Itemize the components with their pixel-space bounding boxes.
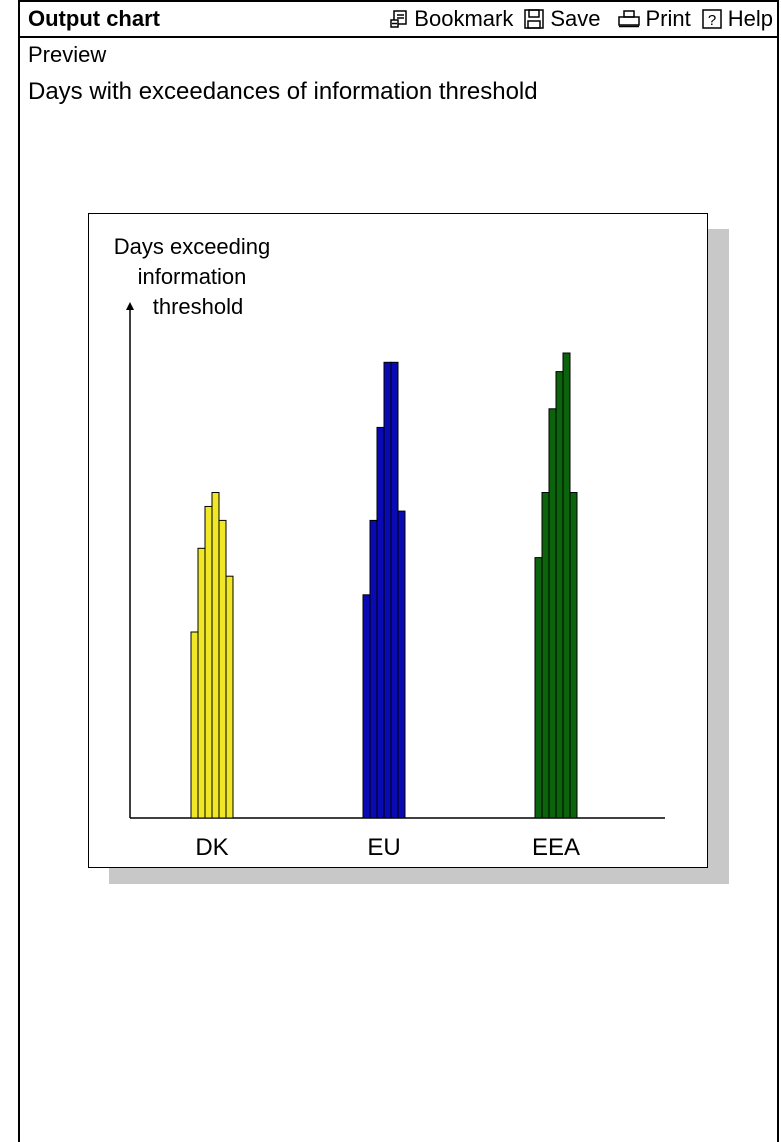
help-button[interactable]: ? Help — [701, 6, 773, 32]
bar — [569, 492, 578, 819]
chart-title: Days with exceedances of information thr… — [28, 78, 538, 105]
bar — [397, 510, 406, 819]
bar — [197, 547, 206, 819]
y-axis-label-line: threshold — [153, 294, 244, 319]
bar — [548, 408, 557, 819]
bar — [534, 557, 543, 819]
bar — [218, 519, 227, 819]
category-label: EU — [367, 834, 400, 861]
bar — [204, 505, 213, 819]
toolbar-actions: Bookmark Save Print — [379, 6, 777, 32]
save-button[interactable]: Save — [523, 6, 601, 32]
save-icon — [524, 9, 545, 29]
bar-chart: Days exceeding information threshold DK EU EE… — [114, 234, 665, 861]
bar — [211, 492, 220, 819]
bar — [541, 492, 550, 819]
bar — [190, 631, 199, 819]
y-axis-arrow — [126, 302, 134, 310]
bar — [390, 361, 399, 819]
bar — [376, 426, 385, 819]
bar — [562, 352, 571, 819]
output-chart-window: Output chart Bookmark Save — [18, 0, 779, 1142]
printer-icon — [617, 10, 640, 28]
svg-text:?: ? — [708, 12, 716, 29]
help-icon: ? — [702, 9, 722, 29]
bookmark-button[interactable]: Bookmark — [389, 6, 513, 32]
bookmark-icon — [390, 10, 408, 28]
print-label: Print — [645, 6, 691, 31]
preview-label: Preview — [28, 42, 107, 67]
print-button[interactable]: Print — [617, 6, 691, 32]
save-label: Save — [550, 6, 601, 31]
help-label: Help — [727, 6, 773, 31]
bar — [555, 371, 564, 819]
toolbar: Output chart Bookmark Save — [20, 0, 777, 38]
category-label: EEA — [532, 834, 580, 861]
bar — [383, 361, 392, 819]
bar — [362, 594, 371, 819]
window-title: Output chart — [28, 6, 160, 31]
category-label: DK — [195, 834, 228, 861]
bar — [369, 519, 378, 819]
chart-panel: Days exceeding information threshold DK EU EE… — [88, 213, 708, 868]
y-axis-label-line: information — [138, 264, 247, 289]
bar — [225, 575, 234, 819]
bookmark-label: Bookmark — [414, 6, 514, 31]
y-axis-label-line: Days exceeding — [114, 234, 271, 259]
